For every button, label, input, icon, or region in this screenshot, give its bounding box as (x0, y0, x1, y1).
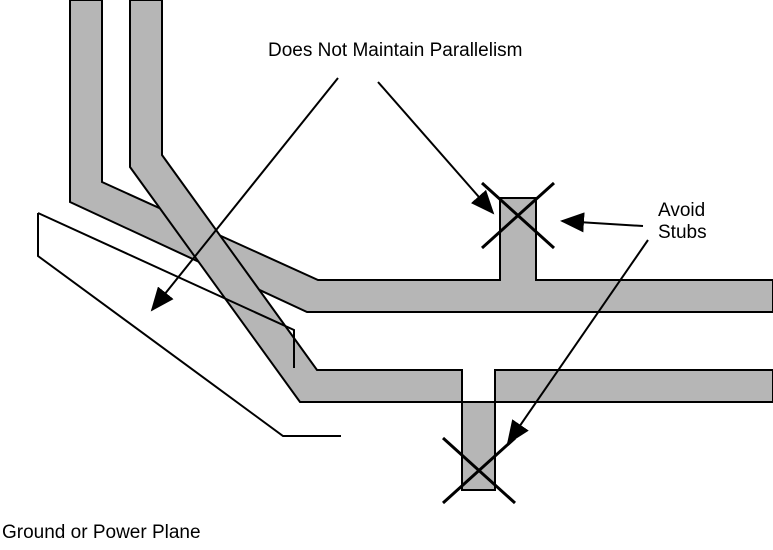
arrow-stubs-upper (562, 221, 643, 226)
routing-diagram (0, 0, 773, 550)
label-parallelism: Does Not Maintain Parallelism (268, 40, 523, 62)
lower-trace (130, 0, 773, 490)
label-stubs-line2: Stubs (658, 222, 707, 244)
label-plane: Ground or Power Plane (2, 522, 201, 544)
arrow-parallelism-right (378, 82, 493, 213)
label-stubs-line1: Avoid (658, 200, 705, 222)
